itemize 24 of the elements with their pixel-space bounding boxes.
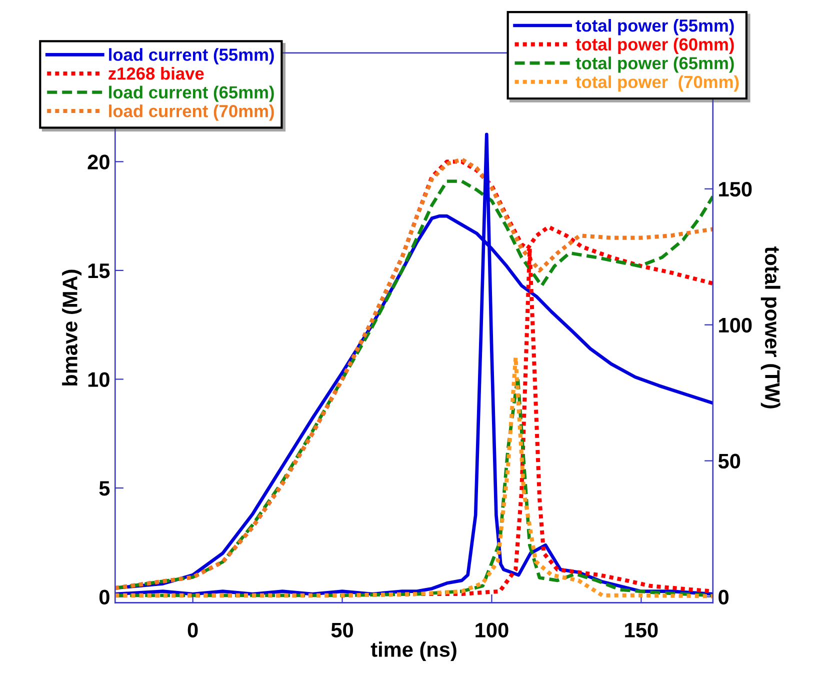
- y2-tick-label: 0: [718, 590, 728, 605]
- x-tick-label: 0: [188, 622, 198, 638]
- x-tick-label: 100: [476, 622, 508, 638]
- y2-axis-title: total power (TW): [760, 246, 780, 408]
- x-tick-label: 150: [625, 622, 658, 638]
- y-tick-label: 0: [99, 590, 110, 605]
- legend-label: total power (65mm): [576, 56, 734, 73]
- legend-label: load current (70mm): [109, 104, 274, 121]
- legend-label: load current (65mm): [109, 86, 274, 102]
- y2-tick-label: 150: [719, 182, 752, 197]
- y2-tick-label: 100: [719, 318, 752, 333]
- y-axis-title: bmave (MA): [62, 270, 82, 386]
- legend-label: total power (70mm): [576, 75, 739, 92]
- legend-label: load current (55mm): [109, 48, 274, 64]
- legend-label: total power (55mm): [576, 19, 734, 36]
- y-tick-label: 20: [88, 154, 110, 170]
- legend-label: total power (60mm): [576, 38, 734, 54]
- y-tick-label: 15: [88, 264, 110, 278]
- y-tick-label: 5: [99, 481, 110, 496]
- x-tick-label: 50: [331, 622, 353, 638]
- legend-label: z1268 biave: [108, 66, 204, 80]
- x-axis-title: time (ns): [370, 642, 456, 662]
- y2-tick-label: 50: [718, 454, 740, 469]
- y-tick-label: 10: [88, 372, 110, 387]
